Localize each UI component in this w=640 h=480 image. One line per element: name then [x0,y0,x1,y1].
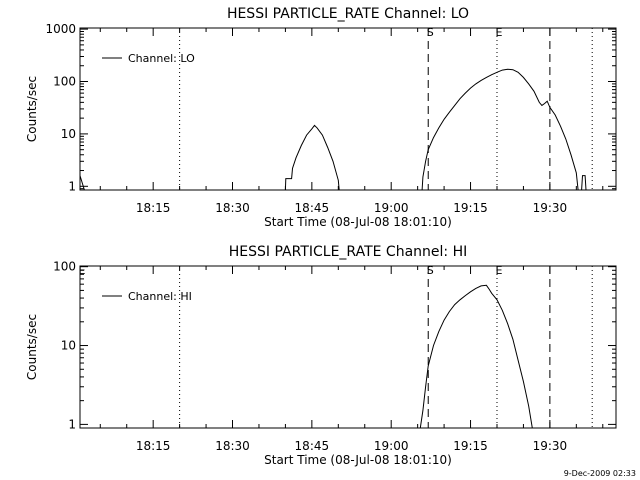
x-tick-label: 19:00 [374,201,409,215]
generation-timestamp: 9-Dec-2009 02:33 [564,469,636,478]
x-tick-label: 18:45 [295,201,330,215]
x-tick-label: 18:45 [295,439,330,453]
chart-title: HESSI PARTICLE_RATE Channel: HI [229,244,467,260]
series-line-0 [80,175,85,190]
y-tick-label: 100 [53,75,76,89]
y-tick-label: 1000 [45,22,76,36]
marker-label: S [427,26,434,39]
chart-panel-1: HESSI PARTICLE_RATE Channel: HI 18:15 18:3… [25,244,617,467]
x-tick-label: 19:30 [533,201,568,215]
legend-label: Channel: LO [128,52,195,65]
marker-label: E [496,264,503,277]
legend-label: Channel: HI [128,290,192,303]
y-tick-label: 10 [61,339,76,353]
y-axis-ticks: 1 10 100 [53,260,616,431]
y-tick-label: 10 [61,127,76,141]
plot-frame [79,265,617,429]
x-tick-label: 19:15 [453,439,488,453]
series-line-0 [421,68,579,190]
x-tick-label: 18:30 [215,439,250,453]
y-axis-label: Counts/sec [25,314,39,380]
legend: Channel: HI [102,290,192,303]
x-tick-label: 18:30 [215,201,250,215]
series-line-0 [581,175,587,190]
x-axis-label: Start Time (08-Jul-08 18:01:10) [264,215,452,229]
marker-label: E [496,26,503,39]
x-tick-label: 19:15 [453,201,488,215]
x-tick-label: 19:00 [374,439,409,453]
x-tick-label: 19:30 [533,439,568,453]
chart-title: HESSI PARTICLE_RATE Channel: LO [227,6,469,22]
marker-label: S [427,264,434,277]
y-tick-label: 1 [68,179,76,193]
chart-panel-0: HESSI PARTICLE_RATE Channel: LO 18:15 18:3… [25,6,617,229]
x-axis-ticks: 18:15 18:30 18:45 19:00 19:15 19:30 [99,266,604,453]
y-tick-label: 100 [53,260,76,274]
x-axis-label: Start Time (08-Jul-08 18:01:10) [264,453,452,467]
series-line-0 [419,284,533,428]
legend: Channel: LO [102,52,195,65]
y-axis-label: Counts/sec [25,76,39,142]
x-tick-label: 18:15 [136,201,171,215]
x-tick-label: 18:15 [136,439,171,453]
series-line-0 [284,124,340,190]
x-axis-ticks: 18:15 18:30 18:45 19:00 19:15 19:30 [99,28,604,215]
marker-label: E [79,264,86,277]
y-tick-label: 1 [68,417,76,431]
y-axis-ticks: 1 10 100 1000 [45,22,616,193]
